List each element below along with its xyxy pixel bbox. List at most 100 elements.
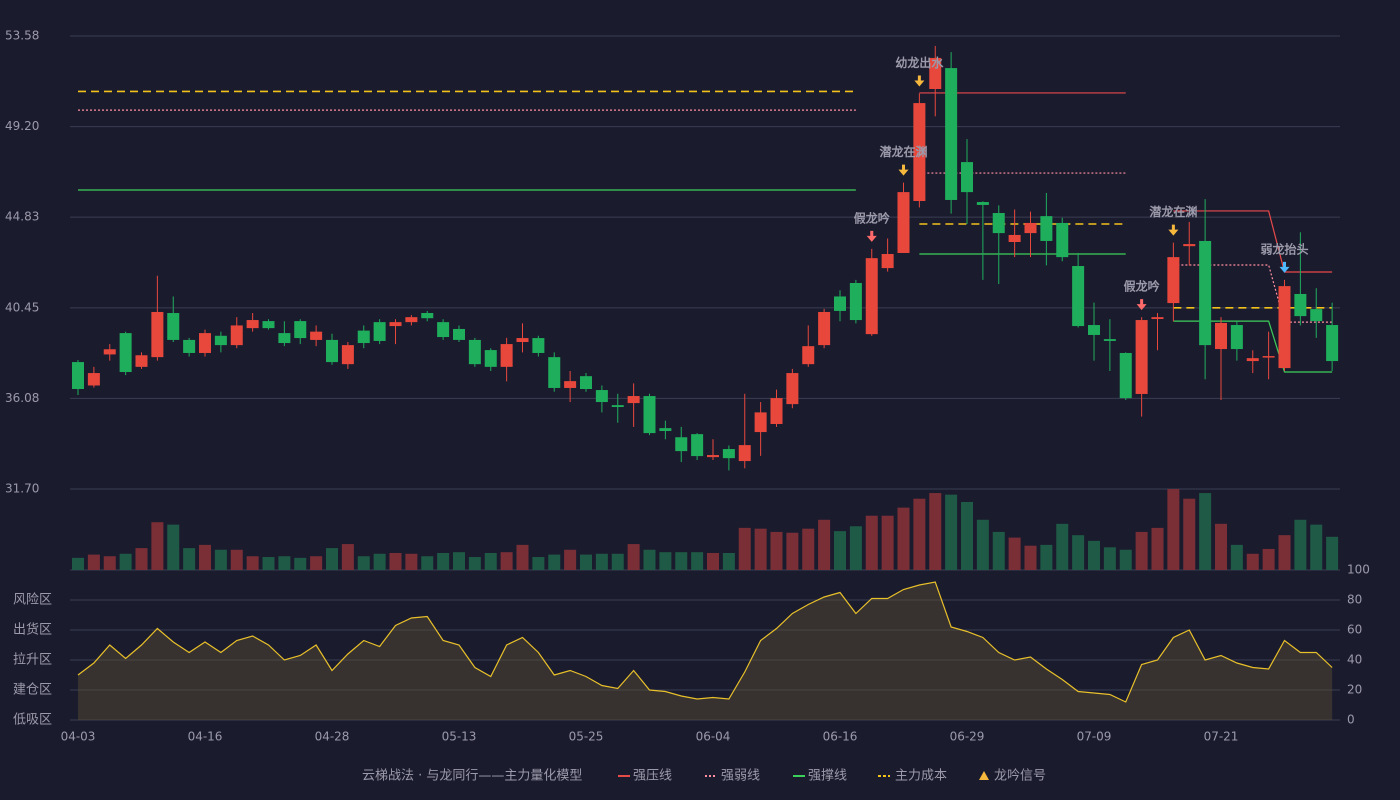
volume-bar <box>262 557 275 570</box>
volume-bar <box>72 557 84 570</box>
y-tick-label: 36.08 <box>5 391 39 405</box>
volume-bar <box>246 556 259 570</box>
candle-body <box>326 339 338 363</box>
y-tick-label: 44.83 <box>5 210 39 224</box>
legend-label: 强撑线 <box>808 769 847 784</box>
volume-bar <box>1008 537 1021 570</box>
candle-body <box>675 437 688 452</box>
candle-body <box>468 339 481 365</box>
volume-bar <box>135 548 148 570</box>
signal-arrow <box>1279 261 1290 273</box>
y-tick-label: 53.58 <box>5 29 39 43</box>
volume-bar <box>532 557 545 570</box>
candle-body <box>341 345 354 365</box>
signal-label: 潜龙在渊 <box>879 144 927 159</box>
y2-tick-label: 20 <box>1347 683 1362 697</box>
candle-body <box>770 398 783 424</box>
candle-body <box>1310 309 1323 322</box>
volume-bar <box>516 544 529 570</box>
candle-body <box>373 322 386 341</box>
volume-bar <box>373 553 386 570</box>
candle-body <box>500 344 513 367</box>
volume-bar <box>500 552 513 570</box>
legend-label: 强压线 <box>633 769 672 784</box>
x-tick-label: 06-04 <box>696 730 731 744</box>
volume-bar <box>754 528 767 570</box>
volume-bar <box>357 556 370 570</box>
volume-bar <box>421 556 434 570</box>
candle-body <box>913 103 926 202</box>
volume-bar <box>818 519 831 570</box>
volume-bar <box>738 527 751 570</box>
volume-bar <box>1199 493 1212 570</box>
candle-body <box>548 357 561 388</box>
volume-bar <box>1103 547 1116 570</box>
x-tick-label: 04-28 <box>315 730 350 744</box>
y2-tick-label: 60 <box>1347 623 1362 637</box>
zone-label: 建仓区 <box>13 683 52 698</box>
candle-body <box>1246 358 1259 362</box>
candle-body <box>976 202 989 205</box>
candle-body <box>1008 234 1021 243</box>
candle-body <box>580 376 592 390</box>
candle-body <box>945 68 958 200</box>
y2-tick-label: 80 <box>1347 593 1362 607</box>
candle-body <box>786 373 799 405</box>
candle-body <box>516 338 529 343</box>
volume-bar <box>1215 523 1227 570</box>
x-tick-label: 04-03 <box>61 730 96 744</box>
volume-bar <box>1119 549 1132 570</box>
volume-bar <box>786 532 799 570</box>
legend-label: 龙吟信号 <box>994 768 1046 784</box>
volume-bar <box>722 552 735 570</box>
volume-bar <box>1151 527 1164 570</box>
volume-bar <box>961 501 973 570</box>
volume-bar <box>881 515 894 570</box>
volume-bar <box>468 557 481 570</box>
zone-label: 拉升区 <box>13 653 52 668</box>
volume-bar <box>659 552 672 570</box>
volume-bar <box>119 553 132 570</box>
candle-body <box>310 331 323 340</box>
candle-body <box>595 390 608 403</box>
volume-bar <box>945 494 958 570</box>
volume-bar <box>1278 535 1291 570</box>
candle-body <box>1294 293 1307 317</box>
y-tick-label: 40.45 <box>5 300 39 314</box>
x-tick-label: 07-21 <box>1204 730 1239 744</box>
volume-bar <box>1183 498 1196 570</box>
volume-bar <box>437 552 450 570</box>
volume-bar <box>707 552 719 570</box>
signal-label: 假龙吟 <box>854 210 890 225</box>
volume-bar <box>929 493 942 570</box>
candle-body <box>405 317 418 323</box>
candle-body <box>834 296 846 311</box>
candle-body <box>183 339 196 353</box>
legend-marker <box>979 771 989 780</box>
volume-bar <box>1040 544 1053 570</box>
legend-title: 云梯战法 · 与龙同行——主力量化模型 <box>362 769 582 784</box>
volume-bar <box>897 507 910 570</box>
volume-bar <box>167 524 180 570</box>
signal-arrow <box>1168 224 1179 236</box>
oscillator-line <box>77 581 1333 703</box>
signal-label: 幼龙出水 <box>895 55 944 70</box>
candle-body <box>992 213 1005 234</box>
candle-body <box>1024 222 1037 234</box>
volume-bar <box>183 548 196 570</box>
y-tick-label: 31.70 <box>5 482 39 496</box>
volume-bar <box>865 515 878 570</box>
candle-body <box>1230 325 1243 350</box>
candle-body <box>1262 356 1275 358</box>
candle-body <box>564 381 577 388</box>
candle-body <box>754 412 767 433</box>
volume-bar <box>278 556 291 570</box>
volume-bar <box>627 544 640 570</box>
candle-body <box>1326 325 1339 362</box>
y2-tick-label: 0 <box>1347 713 1355 727</box>
signal-label: 假龙吟 <box>1124 279 1160 294</box>
signal-arrow <box>866 230 877 242</box>
y2-tick-label: 100 <box>1347 563 1370 577</box>
volume-bar <box>849 526 862 570</box>
